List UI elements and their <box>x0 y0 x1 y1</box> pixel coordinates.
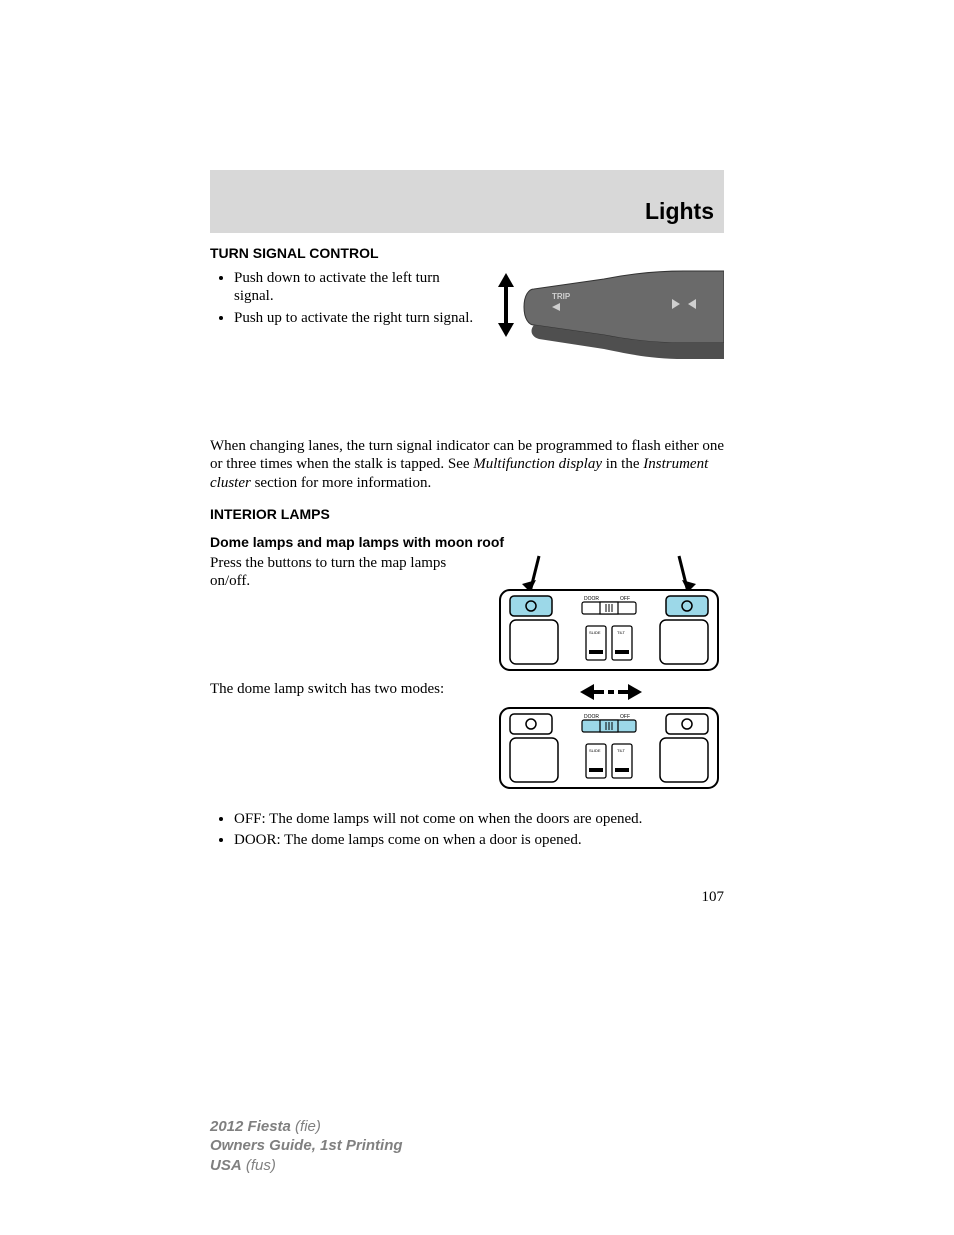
off-label: OFF <box>620 596 630 602</box>
footer-line-3: USA (fus) <box>210 1156 403 1176</box>
map-lamps-row: Press the buttons to turn the map lamps … <box>210 554 724 674</box>
page: Lights TURN SIGNAL CONTROL Push down to … <box>0 0 954 1235</box>
tilt-label: TILT <box>617 630 625 635</box>
slide-label: SLIDE <box>589 748 601 753</box>
sub-heading-dome-lamps: Dome lamps and map lamps with moon roof <box>210 534 724 550</box>
up-down-arrow-icon <box>498 273 514 337</box>
section-heading-turn-signal: TURN SIGNAL CONTROL <box>210 245 724 261</box>
list-item: OFF: The dome lamps will not come on whe… <box>234 810 724 828</box>
dome-switch-row: The dome lamp switch has two modes: <box>210 680 724 800</box>
dome-switch-text: The dome lamp switch has two modes: <box>210 680 484 698</box>
list-item: Push up to activate the right turn signa… <box>234 309 474 327</box>
trip-label: TRIP <box>552 292 571 301</box>
text: in the <box>602 456 643 472</box>
turn-signal-bullets: Push down to activate the left turn sign… <box>210 269 474 327</box>
overhead-console-figure-2: DOOR OFF SLIDE TILT <box>494 680 724 800</box>
left-right-arrow-icon <box>580 684 642 700</box>
map-lamp-right-button <box>666 596 708 616</box>
dome-mode-bullets: OFF: The dome lamps will not come on whe… <box>210 810 724 850</box>
footer-line-1: 2012 Fiesta (fie) <box>210 1117 403 1137</box>
chapter-header-bar: Lights <box>210 170 724 233</box>
press-arrow-left-icon <box>522 556 539 592</box>
turn-signal-row: Push down to activate the left turn sign… <box>210 267 724 387</box>
turn-signal-paragraph: When changing lanes, the turn signal ind… <box>210 437 724 492</box>
map-lamp-left-button <box>510 596 552 616</box>
text-italic: Multifunction display <box>473 456 602 472</box>
list-item: DOOR: The dome lamps come on when a door… <box>234 831 724 849</box>
list-item: Push down to activate the left turn sign… <box>234 269 474 306</box>
map-lamps-text: Press the buttons to turn the map lamps … <box>210 554 484 591</box>
press-arrow-right-icon <box>679 556 696 592</box>
off-label: OFF <box>620 714 630 720</box>
section-heading-interior-lamps: INTERIOR LAMPS <box>210 506 724 522</box>
text: section for more information. <box>251 475 431 491</box>
chapter-title: Lights <box>645 198 714 224</box>
turn-signal-stalk-figure: TRIP <box>484 267 724 387</box>
overhead-console-figure-1: DOOR OFF SLIDE TILT <box>494 554 724 674</box>
footer-model: 2012 Fiesta <box>210 1118 291 1135</box>
door-label: DOOR <box>584 596 599 602</box>
tilt-label: TILT <box>617 748 625 753</box>
footer-code2: (fus) <box>242 1157 276 1174</box>
footer-line-2: Owners Guide, 1st Printing <box>210 1136 403 1156</box>
page-number: 107 <box>210 889 724 906</box>
slide-label: SLIDE <box>589 630 601 635</box>
footer-region: USA <box>210 1157 242 1174</box>
footer: 2012 Fiesta (fie) Owners Guide, 1st Prin… <box>210 1117 403 1176</box>
footer-code: (fie) <box>291 1118 321 1135</box>
stalk-icon: TRIP <box>524 271 724 359</box>
door-label: DOOR <box>584 714 599 720</box>
